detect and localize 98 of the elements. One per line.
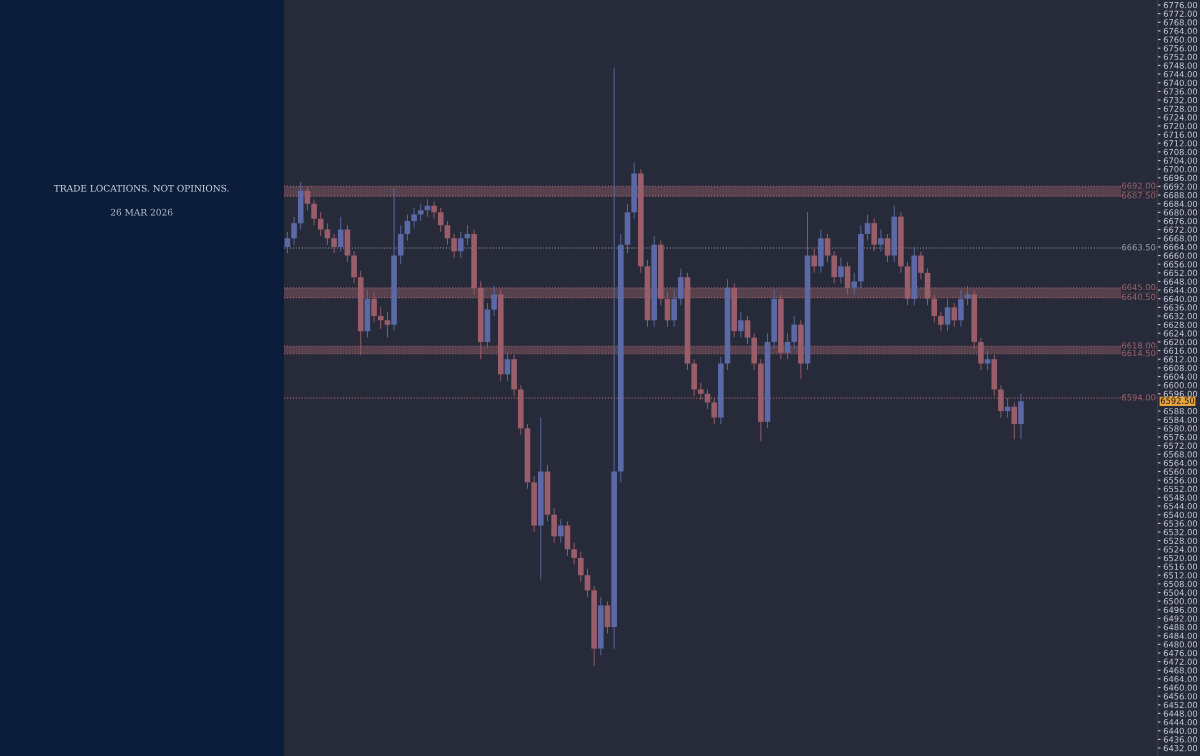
y-tick-label: 6512.00 bbox=[1163, 572, 1198, 579]
y-tick-label: 6764.00 bbox=[1163, 27, 1198, 35]
y-tick-label: 6472.00 bbox=[1163, 658, 1198, 665]
y-tick-label: 6724.00 bbox=[1163, 114, 1198, 121]
ref-line-label: 6640.50 bbox=[1122, 293, 1156, 301]
y-tick-label: 6660.00 bbox=[1163, 252, 1198, 259]
y-tick-label: 6560.00 bbox=[1163, 468, 1198, 475]
text: 26 MAR 2026 bbox=[110, 208, 173, 216]
y-tick-label: 6488.00 bbox=[1163, 624, 1198, 631]
y-tick-label: 6516.00 bbox=[1163, 563, 1198, 570]
ref-line-label: 6594.00 bbox=[1122, 394, 1156, 401]
y-tick-label: 6480.00 bbox=[1163, 641, 1198, 648]
y-tick-label: 6544.00 bbox=[1163, 503, 1198, 510]
text: TRADE LOCATIONS. NOT OPINIONS. bbox=[53, 184, 229, 192]
y-tick-label: 6620.00 bbox=[1163, 338, 1198, 346]
y-tick-label: 6612.00 bbox=[1163, 356, 1198, 363]
y-tick-label: 6704.00 bbox=[1163, 157, 1198, 164]
y-tick-label: 6444.00 bbox=[1163, 719, 1198, 726]
y-tick-label: 6492.00 bbox=[1163, 615, 1198, 622]
y-tick-label: 6744.00 bbox=[1163, 71, 1198, 78]
ref-line-label: 6614.50 bbox=[1122, 349, 1156, 357]
y-tick-label: 6732.00 bbox=[1163, 96, 1198, 104]
y-tick-label: 6680.00 bbox=[1163, 209, 1198, 216]
y-tick-label: 6740.00 bbox=[1163, 79, 1198, 87]
y-tick-label: 6736.00 bbox=[1163, 88, 1198, 95]
y-tick-label: 6696.00 bbox=[1163, 174, 1198, 182]
y-tick-label: 6596.00 bbox=[1163, 390, 1198, 398]
y-tick-label: 6624.00 bbox=[1163, 330, 1198, 337]
y-tick-label: 6508.00 bbox=[1163, 580, 1198, 588]
ref-line-label: 6687.50 bbox=[1122, 192, 1156, 199]
y-tick-label: 6588.00 bbox=[1163, 408, 1198, 415]
y-tick-label: 6568.00 bbox=[1163, 451, 1198, 458]
y-tick-label: 6548.00 bbox=[1163, 494, 1198, 501]
y-tick-label: 6552.00 bbox=[1163, 485, 1198, 493]
y-tick-label: 6572.00 bbox=[1163, 442, 1198, 449]
y-tick-label: 6584.00 bbox=[1163, 416, 1198, 423]
y-tick-label: 6664.00 bbox=[1163, 243, 1198, 251]
y-tick-label: 6532.00 bbox=[1163, 528, 1198, 536]
y-tick-label: 6432.00 bbox=[1163, 744, 1198, 752]
y-tick-label: 6500.00 bbox=[1163, 598, 1198, 605]
y-tick-label: 6684.00 bbox=[1163, 200, 1198, 207]
ref-line-label: 6618.00 bbox=[1122, 342, 1156, 349]
y-tick-label: 6756.00 bbox=[1163, 45, 1198, 52]
y-tick-label: 6752.00 bbox=[1163, 53, 1198, 61]
y-tick-label: 6760.00 bbox=[1163, 36, 1198, 43]
y-tick-label: 6460.00 bbox=[1163, 684, 1198, 691]
y-tick-label: 6688.00 bbox=[1163, 192, 1198, 199]
y-tick-label: 6720.00 bbox=[1163, 122, 1198, 130]
y-tick-label: 6692.00 bbox=[1163, 183, 1198, 190]
y-tick-label: 6728.00 bbox=[1163, 105, 1198, 112]
y-tick-label: 6540.00 bbox=[1163, 511, 1198, 519]
y-tick-label: 6536.00 bbox=[1163, 520, 1198, 527]
y-tick-label: 6604.00 bbox=[1163, 373, 1198, 380]
y-tick-label: 6476.00 bbox=[1163, 649, 1198, 657]
y-tick-label: 6676.00 bbox=[1163, 217, 1198, 225]
text: 6592.50 bbox=[1160, 397, 1195, 404]
y-tick-label: 6556.00 bbox=[1163, 477, 1198, 484]
y-tick-label: 6452.00 bbox=[1163, 701, 1198, 709]
y-tick-label: 6776.00 bbox=[1163, 1, 1198, 9]
y-tick-label: 6672.00 bbox=[1163, 226, 1198, 233]
y-tick-label: 6576.00 bbox=[1163, 433, 1198, 441]
y-tick-label: 6768.00 bbox=[1163, 19, 1198, 26]
y-tick-label: 6580.00 bbox=[1163, 425, 1198, 432]
y-tick-label: 6748.00 bbox=[1163, 62, 1198, 69]
y-tick-label: 6712.00 bbox=[1163, 140, 1198, 147]
y-tick-label: 6524.00 bbox=[1163, 546, 1198, 553]
y-tick-label: 6616.00 bbox=[1163, 347, 1198, 354]
y-tick-label: 6520.00 bbox=[1163, 554, 1198, 562]
y-tick-label: 6600.00 bbox=[1163, 382, 1198, 389]
y-tick-label: 6436.00 bbox=[1163, 736, 1198, 743]
ref-line-label: 6645.00 bbox=[1122, 284, 1156, 291]
y-tick-label: 6528.00 bbox=[1163, 537, 1198, 544]
y-tick-label: 6448.00 bbox=[1163, 710, 1198, 717]
y-tick-label: 6772.00 bbox=[1163, 10, 1198, 17]
y-tick-label: 6456.00 bbox=[1163, 693, 1198, 700]
y-tick-label: 6504.00 bbox=[1163, 589, 1198, 596]
y-tick-label: 6632.00 bbox=[1163, 312, 1198, 320]
y-tick-label: 6716.00 bbox=[1163, 131, 1198, 138]
y-tick-label: 6564.00 bbox=[1163, 459, 1198, 467]
y-tick-label: 6464.00 bbox=[1163, 675, 1198, 683]
y-tick-label: 6468.00 bbox=[1163, 667, 1198, 674]
y-tick-label: 6628.00 bbox=[1163, 321, 1198, 328]
y-tick-label: 6644.00 bbox=[1163, 287, 1198, 294]
y-tick-label: 6608.00 bbox=[1163, 364, 1198, 372]
y-tick-label: 6440.00 bbox=[1163, 727, 1198, 735]
y-tick-label: 6700.00 bbox=[1163, 166, 1198, 173]
ref-line-label: 6663.50 bbox=[1122, 244, 1156, 251]
y-tick-label: 6484.00 bbox=[1163, 632, 1198, 639]
y-tick-label: 6496.00 bbox=[1163, 606, 1198, 614]
y-tick-label: 6652.00 bbox=[1163, 269, 1198, 277]
y-tick-label: 6656.00 bbox=[1163, 261, 1198, 268]
y-tick-label: 6636.00 bbox=[1163, 304, 1198, 311]
y-tick-label: 6708.00 bbox=[1163, 148, 1198, 156]
y-tick-label: 6640.00 bbox=[1163, 295, 1198, 303]
ref-line-label: 6692.00 bbox=[1122, 182, 1156, 189]
candlestick bbox=[377, 307, 384, 329]
y-tick-label: 6648.00 bbox=[1163, 278, 1198, 285]
y-tick-label: 6668.00 bbox=[1163, 235, 1198, 242]
